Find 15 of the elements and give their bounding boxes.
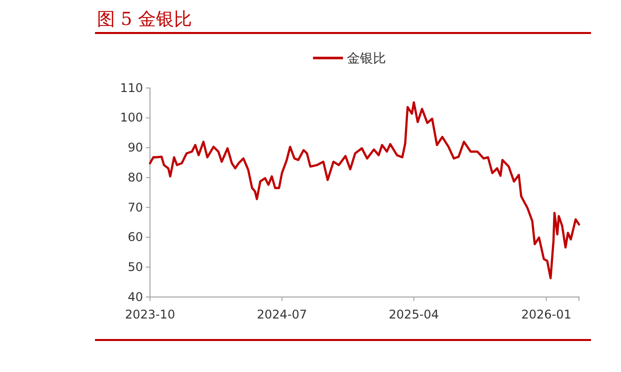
x-tick-label: 2023-10 [124, 307, 176, 322]
y-tick-label: 70 [128, 200, 143, 214]
x-tick-label: 2025-04 [388, 307, 439, 322]
y-tick-label: 110 [120, 80, 143, 95]
y-tick-label: 90 [128, 140, 143, 155]
y-tick-label: 40 [128, 290, 143, 304]
line-series [148, 101, 580, 280]
x-tick-label: 2024-07 [256, 307, 307, 322]
x-tick-label: 2026-01 [521, 307, 572, 322]
y-tick-label: 50 [128, 260, 143, 274]
y-tick-label: 80 [128, 170, 143, 184]
chart-title: 图 5 金银比 [97, 9, 192, 30]
legend-label: 金银比 [347, 52, 386, 66]
y-tick-label: 60 [128, 230, 143, 244]
y-tick-label: 100 [120, 110, 143, 125]
